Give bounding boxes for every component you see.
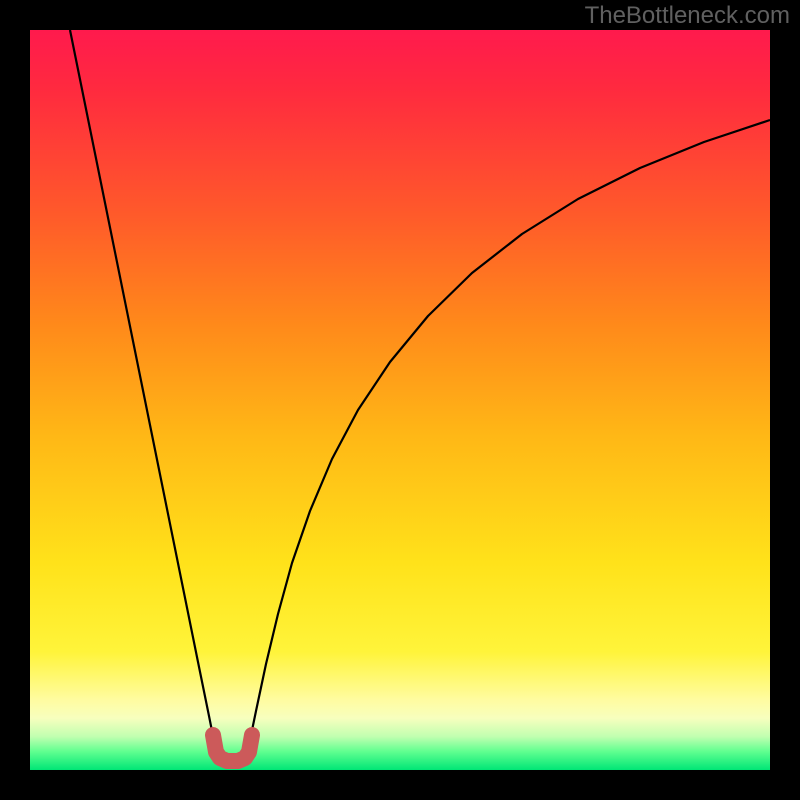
chart-frame (0, 770, 800, 800)
chart-svg (0, 0, 800, 800)
chart-frame (0, 0, 800, 30)
chart-frame (770, 0, 800, 800)
gradient-field (30, 30, 770, 770)
chart-frame (0, 0, 30, 800)
bottleneck-gradient-chart (0, 0, 800, 800)
